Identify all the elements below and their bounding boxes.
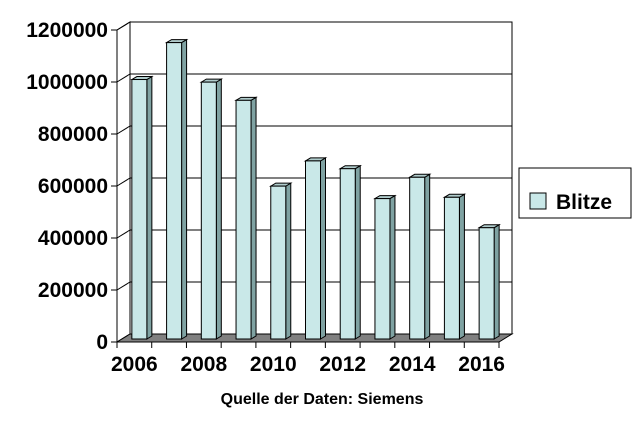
bar-front	[270, 185, 287, 340]
bar-side	[354, 164, 361, 340]
bar-side	[285, 182, 292, 340]
x-tick-label: 2006	[111, 353, 158, 376]
bar-side	[181, 38, 188, 340]
bar-2012	[338, 164, 363, 340]
bar-series	[130, 38, 501, 340]
x-axis-label: Quelle der Daten: Siemens	[221, 391, 424, 408]
legend-label-blitze: Blitze	[556, 191, 612, 214]
x-tick-label: 2014	[389, 353, 436, 376]
bar-2006	[130, 75, 154, 340]
bar-2011	[303, 157, 328, 340]
gridline-side	[116, 125, 131, 135]
y-tick-label: 1000000	[26, 71, 108, 94]
x-tick-label: 2010	[250, 353, 297, 376]
x-tick-label: 2008	[180, 353, 227, 376]
bar-side	[493, 223, 500, 340]
bar-2015	[442, 193, 467, 340]
x-tick-label: 2016	[458, 353, 505, 376]
bar-front	[235, 99, 252, 340]
bar-2013	[373, 194, 397, 340]
bar-front	[166, 42, 183, 340]
bar-front	[131, 79, 148, 340]
y-tick-label: 600000	[38, 175, 108, 198]
bar-2007	[164, 38, 189, 340]
bar-side	[215, 78, 222, 340]
y-tick-label: 800000	[38, 123, 108, 146]
gridline-side	[116, 73, 131, 83]
bar-side	[320, 157, 326, 340]
bar-2009	[234, 96, 258, 340]
y-tick-label: 400000	[38, 227, 108, 250]
bar-2014	[407, 173, 432, 340]
legend: Blitze	[518, 167, 632, 219]
bar-front	[305, 160, 321, 340]
bar-front	[339, 168, 356, 340]
bar-side	[146, 75, 153, 340]
bar-front	[374, 198, 391, 340]
bar-side	[458, 193, 465, 340]
bar-2010	[268, 182, 293, 340]
y-tick-label: 1200000	[26, 19, 108, 42]
gridline-side	[116, 229, 131, 239]
gridline-side	[116, 281, 131, 291]
gridline-side	[116, 21, 131, 31]
bar-side	[424, 173, 431, 340]
y-axis-tick-labels: 0 200000 400000 600000 800000 1000000 1200000	[26, 19, 108, 354]
bar-2008	[199, 78, 224, 340]
bar-front	[443, 196, 460, 340]
bar-2016	[477, 223, 501, 340]
y-tick-label: 200000	[38, 279, 108, 302]
bar-front	[409, 176, 426, 340]
bar-side	[250, 96, 257, 340]
x-axis-tick-labels: 2006 2008 2010 2012 2014 2016	[111, 353, 505, 376]
bar-front	[200, 81, 217, 340]
y-tick-label: 0	[96, 331, 108, 354]
bar-side	[389, 194, 396, 340]
x-tick-label: 2012	[319, 353, 366, 376]
bar-front	[478, 227, 495, 340]
legend-swatch	[529, 192, 547, 210]
gridline-side	[116, 177, 131, 187]
